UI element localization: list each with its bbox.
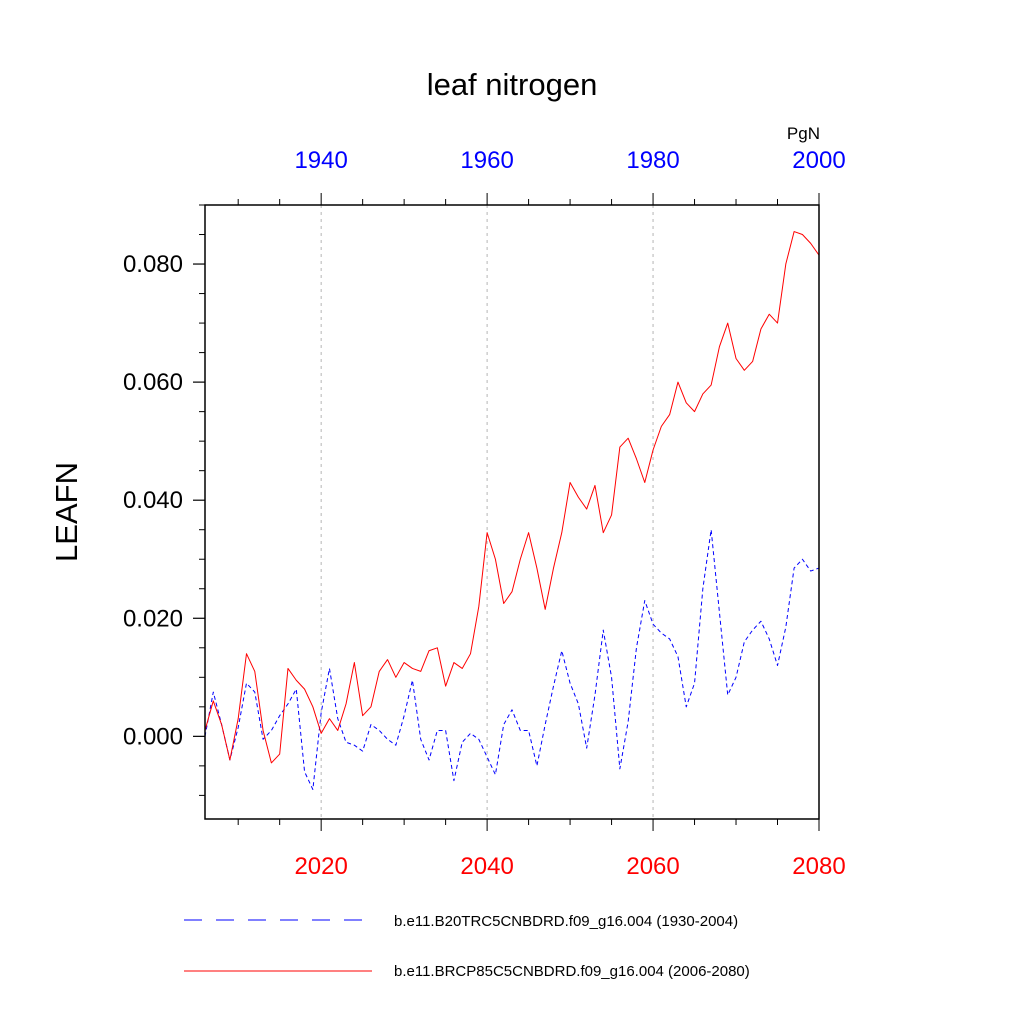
legend-label-rcp85: b.e11.BRCP85C5CNBDRD.f09_g16.004 (2006-2… <box>394 963 750 980</box>
series-line-rcp85 <box>204 231 820 764</box>
bottom-tick-labels: 2020 2040 2060 2080 <box>294 853 845 880</box>
top-tick-label: 1940 <box>294 147 347 174</box>
chart-title: leaf nitrogen <box>427 67 598 102</box>
legend: b.e11.B20TRC5CNBDRD.f09_g16.004 (1930-20… <box>184 913 750 980</box>
legend-label-historical: b.e11.B20TRC5CNBDRD.f09_g16.004 (1930-20… <box>394 913 738 930</box>
y-tick-labels: 0.000 0.020 0.040 0.060 0.080 <box>123 251 183 750</box>
top-tick-label: 1980 <box>626 147 679 174</box>
bottom-tick-label: 2020 <box>294 853 347 880</box>
y-tick-label: 0.040 <box>123 487 183 514</box>
bottom-tick-label: 2060 <box>626 853 679 880</box>
bottom-tick-label: 2080 <box>792 853 845 880</box>
series-line-historical <box>204 529 820 790</box>
top-tick-label: 1960 <box>460 147 513 174</box>
y-axis-label: LEAFN <box>49 462 84 562</box>
plot-frame <box>204 204 820 820</box>
top-tick-labels: 1940 1960 1980 2000 <box>294 147 845 174</box>
y-tick-label: 0.000 <box>123 723 183 750</box>
series-lines <box>204 231 820 790</box>
y-tick-label: 0.080 <box>123 251 183 278</box>
top-tick-label: 2000 <box>792 147 845 174</box>
tick-marks <box>193 193 820 831</box>
y-tick-label: 0.060 <box>123 369 183 396</box>
y-tick-label: 0.020 <box>123 605 183 632</box>
bottom-tick-label: 2040 <box>460 853 513 880</box>
units-label: PgN <box>787 124 820 143</box>
gridlines <box>320 205 654 819</box>
